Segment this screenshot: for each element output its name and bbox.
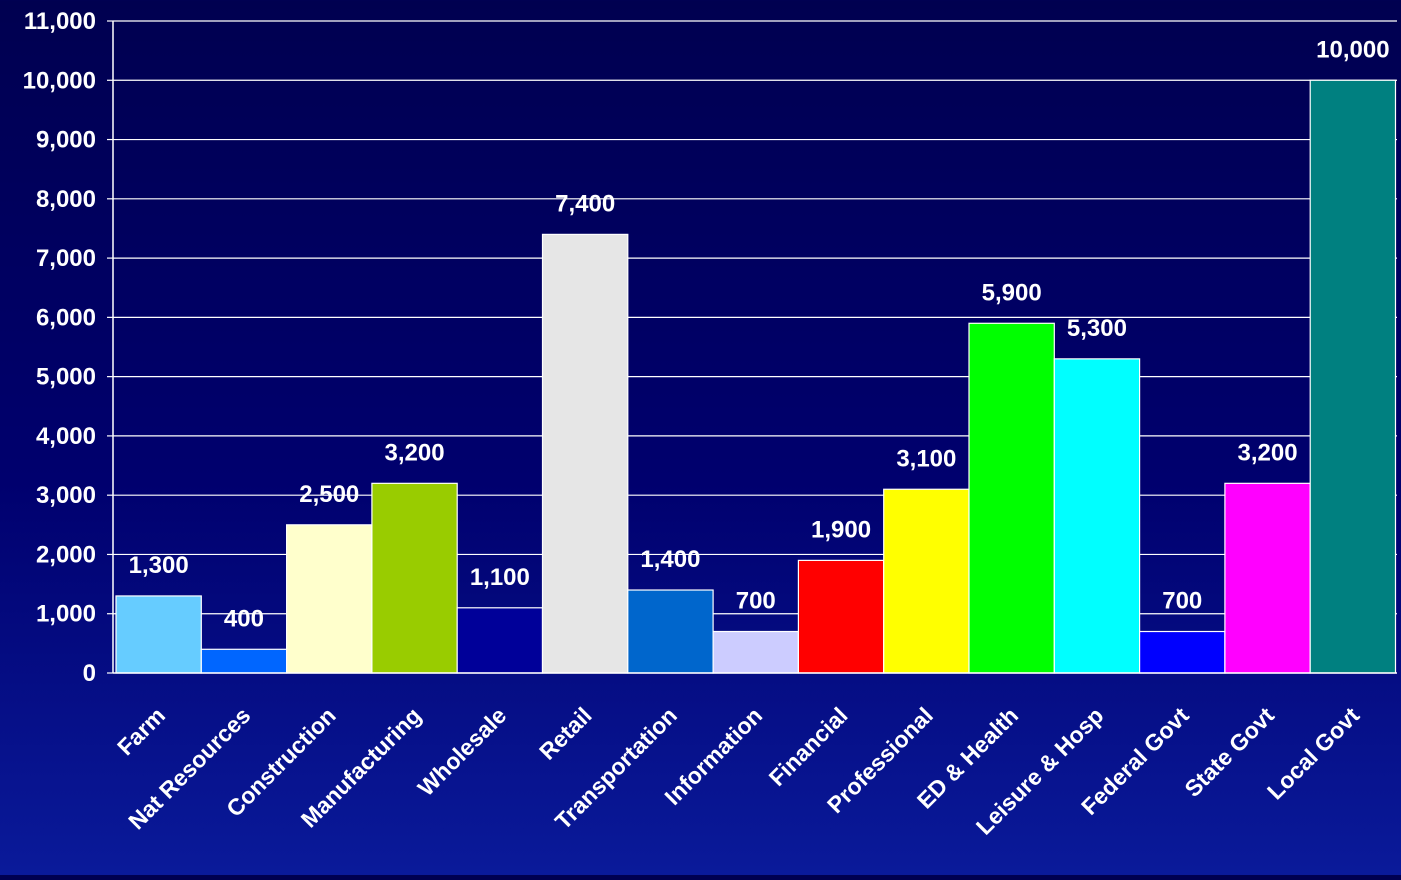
y-tick-label: 8,000 <box>36 186 96 213</box>
data-label: 2,500 <box>299 481 359 508</box>
bar <box>371 482 458 674</box>
y-tick-label: 0 <box>83 660 96 687</box>
y-tick-label: 5,000 <box>36 364 96 391</box>
x-tick-label: Farm <box>112 702 170 760</box>
axes <box>112 21 1397 674</box>
bar <box>1138 630 1226 674</box>
bar <box>115 595 202 674</box>
data-label: 1,400 <box>640 546 700 573</box>
bars <box>115 79 1397 674</box>
x-tick-label: Wholesale <box>413 702 512 801</box>
data-label: 3,200 <box>1238 439 1298 466</box>
x-tick-label: Financial <box>764 702 853 791</box>
y-tick-label: 4,000 <box>36 423 96 450</box>
bar <box>797 559 885 674</box>
data-label: 5,900 <box>982 279 1042 306</box>
bar <box>1309 79 1397 674</box>
data-label: 7,400 <box>555 190 615 217</box>
data-label: 700 <box>1162 588 1202 615</box>
data-labels: 1,300 400 2,500 3,200 1,100 7,400 1,400 700 1,90… <box>129 36 1390 632</box>
y-tick-label: 2,000 <box>36 541 96 568</box>
bar <box>541 233 629 674</box>
bar <box>712 630 799 674</box>
data-label: 3,100 <box>896 445 956 472</box>
bar <box>286 524 373 674</box>
data-label: 1,900 <box>811 516 871 543</box>
bar <box>456 607 544 674</box>
y-tick-label: 11,000 <box>24 8 96 35</box>
data-label: 5,300 <box>1067 315 1127 342</box>
y-tick-label: 7,000 <box>36 245 96 272</box>
x-tick-label: Local Govt <box>1262 702 1365 805</box>
bar <box>1053 358 1141 674</box>
y-tick-label: 6,000 <box>36 304 96 331</box>
data-label: 3,200 <box>385 439 445 466</box>
bar <box>968 322 1055 674</box>
data-label: 400 <box>224 605 264 632</box>
data-label: 10,000 <box>1316 36 1389 63</box>
bar <box>627 589 714 674</box>
data-label: 700 <box>736 588 776 615</box>
x-tick-label: Retail <box>534 702 597 765</box>
y-axis-ticks: 0 1,000 2,000 3,000 4,000 5,000 6,000 7,000 8,00… <box>23 8 113 687</box>
bar <box>200 648 288 674</box>
bar <box>883 488 970 674</box>
data-label: 1,100 <box>470 564 530 591</box>
y-tick-label: 9,000 <box>36 127 96 154</box>
data-label: 1,300 <box>129 552 189 579</box>
bar <box>1224 482 1311 674</box>
y-tick-label: 3,000 <box>36 482 96 509</box>
y-tick-label: 1,000 <box>36 601 96 628</box>
y-tick-label: 10,000 <box>23 67 96 94</box>
